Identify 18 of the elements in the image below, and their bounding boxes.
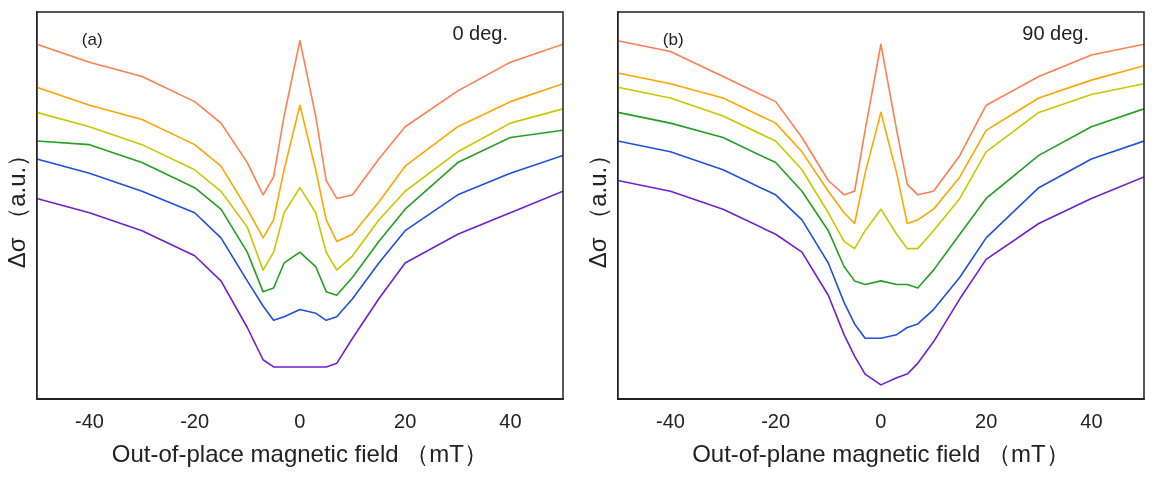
annotation: (b): [662, 29, 684, 49]
y-axis-title: Δσ （a.u.）: [3, 142, 31, 269]
annotation: 0 deg.: [452, 21, 508, 44]
y-axis-title: Δσ （a.u.）: [584, 142, 612, 269]
x-tick-label: -40: [655, 409, 685, 432]
x-tick-label: 20: [975, 409, 998, 432]
x-tick-label: 40: [499, 409, 522, 432]
x-axis-title: Out-of-plane magnetic field （mT）: [692, 440, 1070, 468]
x-tick-label: 20: [394, 409, 417, 432]
x-tick-label: 0: [875, 409, 887, 432]
x-tick-label: -40: [74, 409, 104, 432]
x-axis-title: Out-of-place magnetic field （mT）: [111, 440, 488, 468]
x-tick-label: 0: [294, 409, 306, 432]
x-tick-label: 40: [1080, 409, 1103, 432]
x-tick-label: -20: [180, 409, 210, 432]
annotation: 90 deg.: [1022, 21, 1089, 44]
x-tick-label: -20: [761, 409, 791, 432]
annotation: (a): [81, 29, 103, 49]
